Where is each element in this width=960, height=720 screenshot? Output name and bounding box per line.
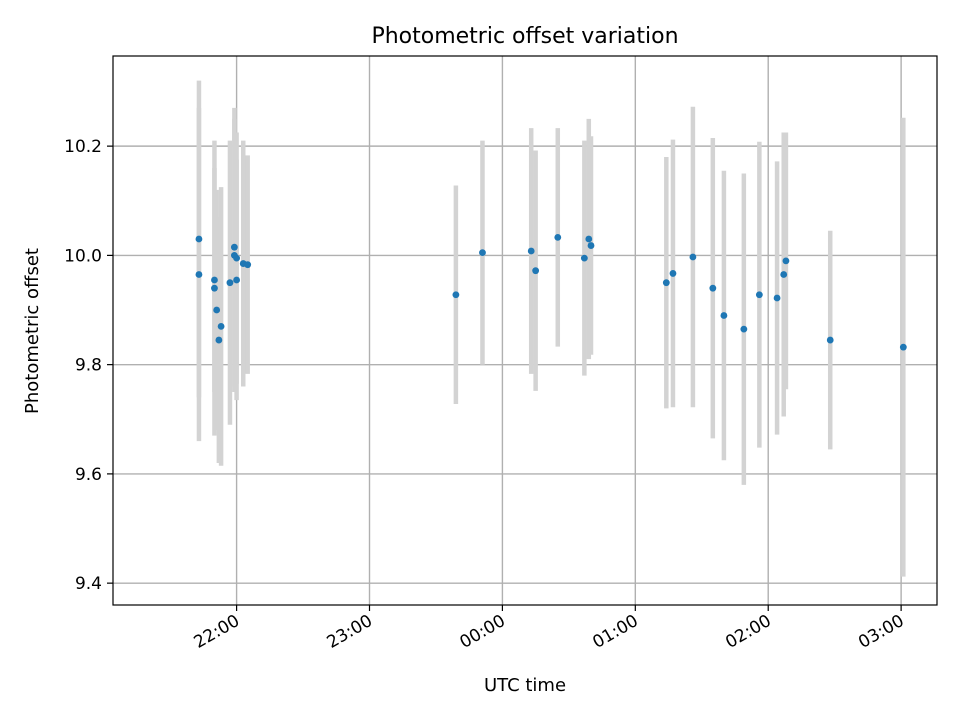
data-point xyxy=(215,336,223,344)
x-axis-label: UTC time xyxy=(484,675,566,696)
data-point xyxy=(773,294,781,302)
data-point xyxy=(452,291,460,299)
data-point xyxy=(532,267,540,275)
data-points xyxy=(195,233,907,351)
data-point xyxy=(479,249,486,257)
data-point xyxy=(669,270,677,277)
y-tick-label: 9.6 xyxy=(75,465,102,485)
data-point xyxy=(233,276,241,284)
data-point xyxy=(720,312,728,319)
data-point xyxy=(899,343,907,351)
data-point xyxy=(755,291,763,299)
y-tick-label: 9.4 xyxy=(75,574,102,594)
data-point xyxy=(782,257,790,265)
y-tick-label: 10.0 xyxy=(64,246,102,266)
data-point xyxy=(195,271,203,278)
data-point xyxy=(527,247,535,255)
data-point xyxy=(585,235,593,243)
data-point xyxy=(244,261,252,269)
data-point xyxy=(211,276,218,284)
y-tick-label: 9.8 xyxy=(75,356,102,376)
data-point xyxy=(213,306,221,314)
data-point xyxy=(211,284,218,292)
data-point xyxy=(217,323,225,330)
y-tick-label: 10.2 xyxy=(64,137,102,157)
data-point xyxy=(709,284,717,292)
data-point xyxy=(780,271,788,278)
plot-frame xyxy=(112,55,938,606)
chart-title: Photometric offset variation xyxy=(371,24,678,49)
data-point xyxy=(826,336,834,344)
data-point xyxy=(662,279,670,287)
y-axis-label: Photometric offset xyxy=(22,248,43,414)
y-axis-ticks: 9.4 9.6 9.8 10.0 10.2 xyxy=(64,137,113,594)
data-point xyxy=(554,233,562,241)
data-point xyxy=(580,254,588,262)
data-point xyxy=(740,325,748,333)
data-point xyxy=(230,243,238,251)
data-point xyxy=(689,253,697,261)
data-point xyxy=(587,242,595,249)
data-point xyxy=(195,235,203,243)
data-point xyxy=(226,279,234,287)
data-point xyxy=(233,254,241,262)
